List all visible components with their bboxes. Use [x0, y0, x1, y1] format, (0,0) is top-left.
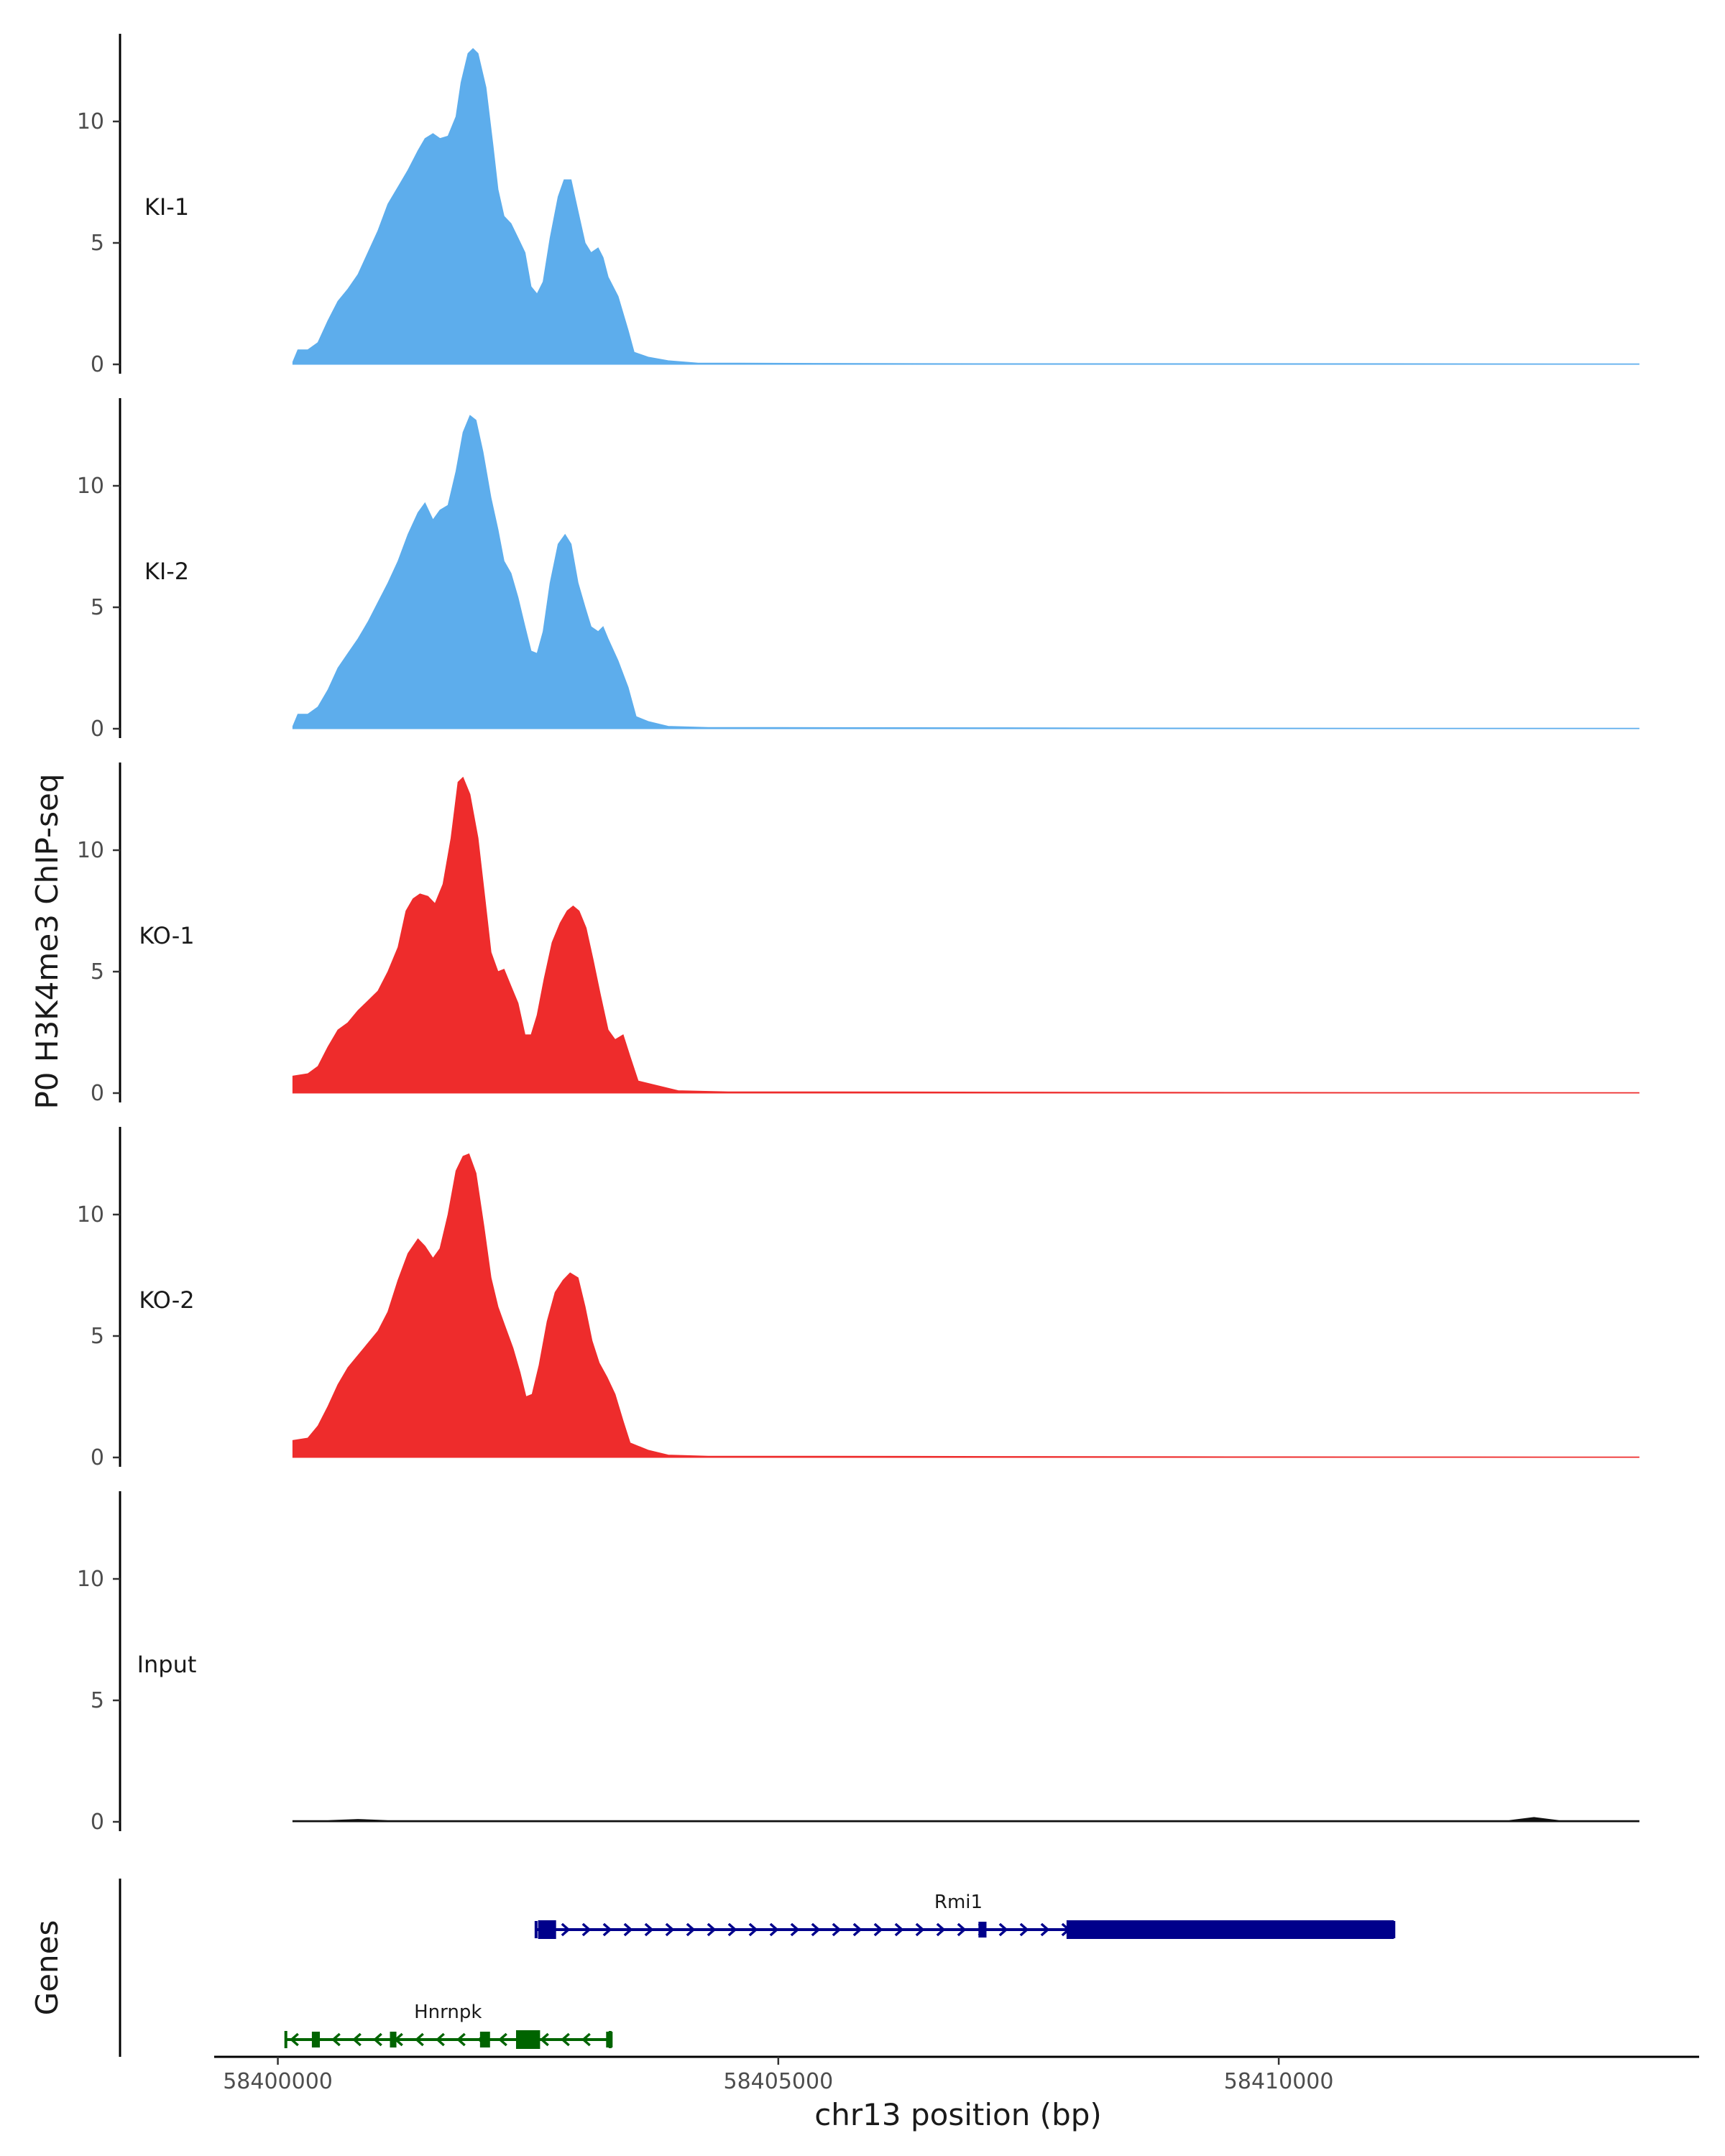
signal-area-ko-2	[292, 1153, 1639, 1458]
x-tick-label: 58400000	[223, 2069, 333, 2094]
y-axis-title: P0 H3K4me3 ChIP-seq	[29, 773, 65, 1109]
genes-axis-title: Genes	[29, 1920, 65, 2016]
x-axis: 58400000 58405000 58410000	[214, 2055, 1699, 2094]
track-label: KI-2	[144, 558, 189, 585]
gene-exon	[390, 2032, 397, 2047]
y-tick-label: 0	[91, 1810, 104, 1835]
track-panels: 0 5 10 KI-1 0 5 10 KI-2 0 5 10 KO-1 0 5 10 KO-2 0 5 10 Inpu…	[77, 34, 1639, 1835]
track-ko-2: 0 5 10 KO-2	[77, 1127, 1639, 1470]
gene-rmi1: Rmi1	[534, 1892, 1396, 1939]
track-ko-1: 0 5 10 KO-1	[77, 763, 1639, 1106]
gene-exon	[311, 2032, 321, 2047]
signal-area-input	[292, 1817, 1639, 1823]
strand-arrow	[561, 1922, 571, 1937]
signal-area-ki-1	[292, 47, 1639, 365]
strand-arrow	[456, 2032, 466, 2047]
y-tick-label: 5	[91, 595, 104, 620]
strand-arrow	[686, 1922, 696, 1937]
y-tick-label: 0	[91, 1081, 104, 1106]
strand-arrow	[1040, 1922, 1050, 1937]
strand-arrow	[373, 2032, 382, 2047]
strand-arrow	[769, 1922, 779, 1937]
strand-arrow	[936, 1922, 946, 1937]
strand-arrow	[352, 2032, 362, 2047]
strand-arrow	[602, 1922, 612, 1937]
strand-arrow	[811, 1922, 821, 1937]
signal-area-ki-2	[292, 415, 1639, 729]
gene-exon	[978, 1922, 987, 1938]
x-tick-label: 58405000	[723, 2069, 833, 2094]
y-tick-label: 10	[77, 109, 104, 134]
strand-arrow	[436, 2032, 445, 2047]
gene-exon	[1066, 1920, 1394, 1939]
y-tick-label: 0	[91, 717, 104, 742]
track-ki-1: 0 5 10 KI-1	[77, 34, 1639, 377]
strand-arrow	[540, 2032, 549, 2047]
strand-arrow	[998, 1922, 1008, 1937]
track-label: KI-1	[144, 193, 189, 221]
y-tick-label: 5	[91, 1688, 104, 1713]
gene-exon	[606, 2032, 613, 2047]
strand-arrow	[790, 1922, 800, 1937]
strand-arrow	[915, 1922, 925, 1937]
strand-arrow	[498, 2032, 507, 2047]
gene-exon	[538, 1920, 556, 1939]
strand-arrow	[581, 2032, 591, 2047]
y-tick-label: 10	[77, 1567, 104, 1592]
y-tick-label: 10	[77, 1202, 104, 1227]
signal-area-ko-1	[292, 776, 1639, 1094]
y-tick-label: 0	[91, 1445, 104, 1470]
y-tick-label: 5	[91, 231, 104, 256]
y-tick-label: 10	[77, 474, 104, 499]
strand-arrow	[644, 1922, 654, 1937]
track-label: KO-1	[139, 922, 194, 949]
strand-arrow	[665, 1922, 675, 1937]
strand-arrow	[832, 1922, 842, 1937]
gene-label: Hnrnpk	[414, 2001, 482, 2023]
strand-arrow	[623, 1922, 633, 1937]
track-input: 0 5 10 Input	[77, 1491, 1639, 1835]
strand-arrow	[727, 1922, 737, 1937]
strand-arrow	[415, 2032, 424, 2047]
strand-arrow	[957, 1922, 967, 1937]
gene-exon	[479, 2032, 490, 2047]
strand-arrow	[581, 1922, 592, 1937]
strand-arrow	[894, 1922, 904, 1937]
strand-arrow	[873, 1922, 883, 1937]
y-tick-label: 5	[91, 959, 104, 985]
gene-hnrnpk: Hnrnpk	[284, 2001, 613, 2049]
x-tick-label: 58410000	[1224, 2069, 1334, 2094]
strand-arrow	[707, 1922, 717, 1937]
genes-panel: Rmi1 Hnrnpk	[119, 1879, 1396, 2057]
strand-arrow	[290, 2032, 299, 2047]
track-ki-2: 0 5 10 KI-2	[77, 398, 1639, 742]
strand-arrow	[1019, 1922, 1029, 1937]
y-tick-label: 5	[91, 1324, 104, 1349]
strand-arrow	[331, 2032, 341, 2047]
gene-label: Rmi1	[934, 1892, 983, 1913]
gene-exon	[515, 2030, 540, 2049]
x-axis-title: chr13 position (bp)	[814, 2097, 1102, 2132]
track-label: KO-2	[139, 1286, 194, 1314]
track-label: Input	[137, 1651, 197, 1678]
strand-arrow	[561, 2032, 570, 2047]
y-tick-label: 0	[91, 352, 104, 377]
strand-arrow	[748, 1922, 758, 1937]
strand-arrow	[852, 1922, 862, 1937]
y-tick-label: 10	[77, 838, 104, 863]
